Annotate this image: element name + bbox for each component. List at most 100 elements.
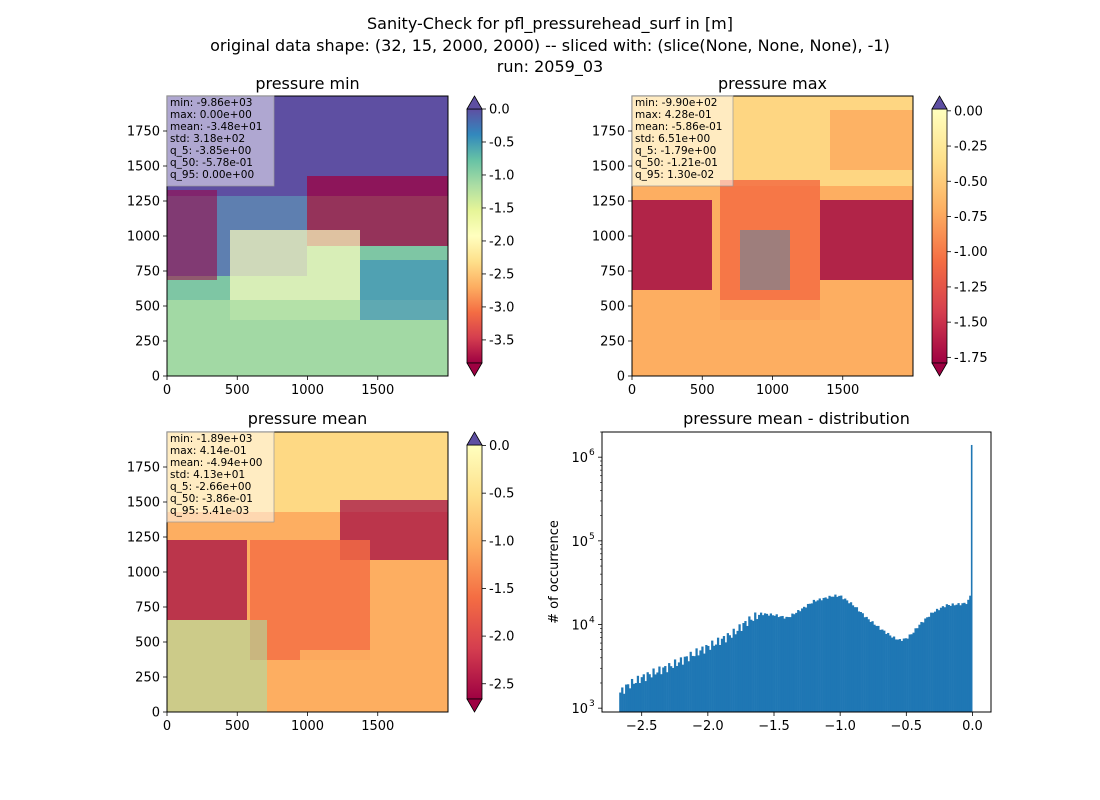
histogram-bar (885, 633, 888, 712)
colorbar-tick-label: -1.00 (954, 245, 988, 260)
histogram-bar (824, 597, 827, 712)
colorbar-tick-label: 0.0 (489, 439, 510, 454)
histogram-bar (648, 674, 651, 712)
histogram-bar (873, 624, 876, 712)
colorbar-tick-label: -1.75 (954, 351, 988, 366)
histogram-bar (857, 611, 861, 712)
histogram-bar (922, 622, 925, 712)
histogram-bar (632, 683, 636, 712)
y-tick-label: 10 (571, 451, 588, 466)
y-tick-exponent: 5 (589, 532, 595, 542)
x-axis: 0 500 1000 1500 (628, 376, 859, 398)
histogram-bar (890, 637, 894, 712)
histogram-bar (662, 667, 665, 712)
histogram-bar (951, 603, 954, 712)
histogram-bar (640, 677, 643, 712)
histogram-bar (679, 657, 683, 712)
colorbar-tick-label: -0.50 (954, 175, 988, 190)
histogram-bar (961, 603, 964, 712)
histogram-bar (908, 634, 911, 712)
histogram-bar (681, 664, 685, 712)
histogram-bar (791, 613, 794, 712)
histogram-bar (711, 640, 714, 712)
y-tick-label: 1250 (127, 531, 160, 546)
histogram-bar (947, 604, 950, 712)
y-tick-label: 1500 (592, 160, 625, 175)
histogram-bar (939, 607, 943, 712)
histogram-bar (836, 596, 839, 712)
histogram-bar (771, 615, 774, 712)
stats-line: q_50: -1.21e-01 (635, 157, 718, 169)
histogram-bar (945, 604, 948, 712)
y-tick-label: 750 (600, 265, 625, 280)
histogram-bar (965, 604, 968, 712)
histogram-bar (644, 681, 647, 712)
histogram-bar (932, 612, 935, 712)
histogram-bar (750, 619, 753, 712)
figure-title: Sanity-Check for pfl_pressurehead_surf i… (210, 14, 890, 77)
histogram-bar (742, 623, 745, 712)
y-tick-label: 1250 (592, 195, 625, 210)
histogram-bar (892, 636, 896, 712)
y-tick-label: 250 (600, 335, 625, 350)
colorbar-tick-label: -1.25 (954, 280, 988, 295)
y-axis-label: # of occurrence (547, 520, 562, 624)
y-tick-label: 500 (135, 300, 160, 315)
x-tick-label: 1500 (361, 719, 394, 734)
histogram-bar (767, 615, 771, 712)
histogram-bar (715, 644, 718, 712)
histogram-bar (894, 639, 898, 712)
histogram-bar (625, 684, 628, 712)
colorbar-tick-label: -1.0 (489, 168, 514, 183)
stats-line: q_50: -5.78e-01 (170, 157, 253, 169)
stats-line: mean: -3.48e+01 (170, 121, 262, 133)
histogram-bar (656, 672, 659, 712)
panel-title: pressure mean (248, 409, 368, 428)
histogram-bar (740, 631, 743, 712)
histogram-bar (642, 674, 645, 712)
colorbar-extend-bottom (466, 362, 483, 377)
histogram-bar (718, 644, 722, 712)
histogram-bar (877, 625, 880, 712)
colorbar-tick-label: -2.0 (489, 630, 514, 645)
stats-line: q_5: -2.66e+00 (170, 481, 251, 493)
y-tick-label: 1750 (127, 461, 160, 476)
histogram-bar-spike (970, 444, 973, 712)
histogram-bar (652, 668, 655, 712)
histogram-bar (709, 649, 712, 712)
colorbar-tick-label: -0.75 (954, 210, 988, 225)
stats-line: std: 3.18e+02 (170, 133, 245, 145)
histogram-bar (756, 619, 759, 712)
x-tick-label: −1.0 (824, 719, 856, 734)
colorbar-tick-label: -0.5 (489, 135, 514, 150)
histogram-bar (910, 634, 913, 712)
histogram-bar (775, 614, 778, 712)
colorbar-tick-label: 0.0 (489, 103, 510, 118)
histogram-bar (636, 675, 640, 712)
histogram-bars (619, 444, 973, 712)
histogram-bar (832, 596, 835, 712)
histogram-bar (716, 637, 720, 712)
stats-line: q_95: 5.41e-03 (170, 505, 249, 517)
histogram-bar (781, 615, 784, 712)
y-tick-label: 500 (135, 636, 160, 651)
x-tick-label: 1500 (361, 383, 394, 398)
histogram-bar (853, 607, 857, 712)
histogram-bar (675, 666, 679, 712)
colorbar-tick-label: -2.5 (489, 677, 514, 692)
y-tick-label: 1000 (127, 566, 160, 581)
histogram-bar (759, 612, 763, 712)
histogram-bar (797, 610, 800, 712)
histogram-bar (896, 639, 900, 712)
histogram-bar (634, 683, 638, 712)
stats-line: max: 4.14e-01 (170, 445, 247, 457)
histogram-bar (785, 616, 788, 712)
x-tick-label: 500 (690, 383, 715, 398)
x-tick-label: 0 (163, 383, 171, 398)
histogram-bar (810, 603, 814, 712)
histogram-bar (808, 603, 812, 712)
histogram-bar (867, 619, 870, 712)
histogram-bar (787, 617, 790, 712)
histogram-bar (769, 613, 773, 712)
histogram-bar (677, 662, 681, 712)
